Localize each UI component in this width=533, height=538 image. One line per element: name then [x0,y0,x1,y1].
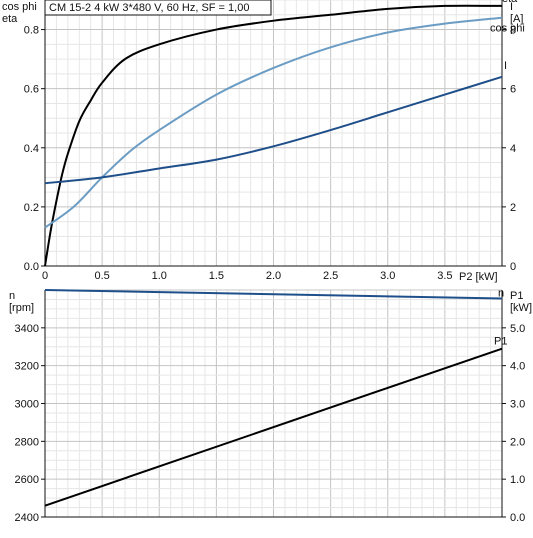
right-axis-label: [A] [510,13,523,25]
x-tick-label: 1.5 [209,270,224,282]
left-tick-label: 2400 [15,512,39,524]
right-tick-label: 0 [510,261,516,273]
left-axis-label: n [9,290,15,302]
left-axis-label: eta [2,13,18,25]
right-axis-label: [kW] [510,302,532,314]
right-tick-label: 6 [510,84,516,96]
x-tick-label: 0.5 [94,270,109,282]
series-p1-line [44,347,503,507]
left-axis-label: cos phi [2,1,37,13]
right-tick-label: 8 [510,25,516,37]
series-i-line [44,75,503,185]
series-eta-label: eta [502,0,518,5]
left-tick-label: 0.8 [24,25,39,37]
right-tick-label: 0.0 [510,512,525,524]
title-box [44,0,272,16]
right-tick-label: 2 [510,202,516,214]
series-i-label: I [504,60,507,72]
x-tick-label: 0 [42,270,48,282]
right-tick-label: 5.0 [510,323,525,335]
right-tick-label: 4 [510,143,516,155]
series-p1-label: P1 [494,336,507,348]
right-tick-label: 2.0 [510,436,525,448]
left-tick-label: 0.2 [24,202,39,214]
left-tick-label: 3200 [15,361,39,373]
x-tick-label: 1.0 [152,270,167,282]
left-axis-label: [rpm] [9,302,34,314]
x-tick-label: 3.5 [437,270,452,282]
left-tick-label: 3000 [15,399,39,411]
series-cos-phi-line [44,16,503,229]
right-tick-label: 4.0 [510,361,525,373]
series-cos-phi-label: cos phi [490,23,525,35]
series-eta-line [44,4,503,267]
right-axis-label: P1 [510,290,523,302]
right-axis-label: I [510,1,513,13]
x-tick-label: 3.0 [380,270,395,282]
left-tick-label: 0.0 [24,261,39,273]
right-tick-label: 3.0 [510,399,525,411]
x-axis-label: P2 [kW] [459,271,498,283]
left-tick-label: 3400 [15,323,39,335]
x-tick-label: 2.5 [323,270,338,282]
left-tick-label: 0.6 [24,84,39,96]
series-n-line [44,289,503,300]
right-tick-label: 1.0 [510,474,525,486]
x-tick-label: 2.0 [266,270,281,282]
left-tick-label: 0.4 [24,143,39,155]
series-n-label: n [498,288,504,300]
chart-title: CM 15-2 4 kW 3*480 V, 60 Hz, SF = 1,00 [49,2,249,14]
left-tick-label: 2600 [15,474,39,486]
left-tick-label: 2800 [15,436,39,448]
